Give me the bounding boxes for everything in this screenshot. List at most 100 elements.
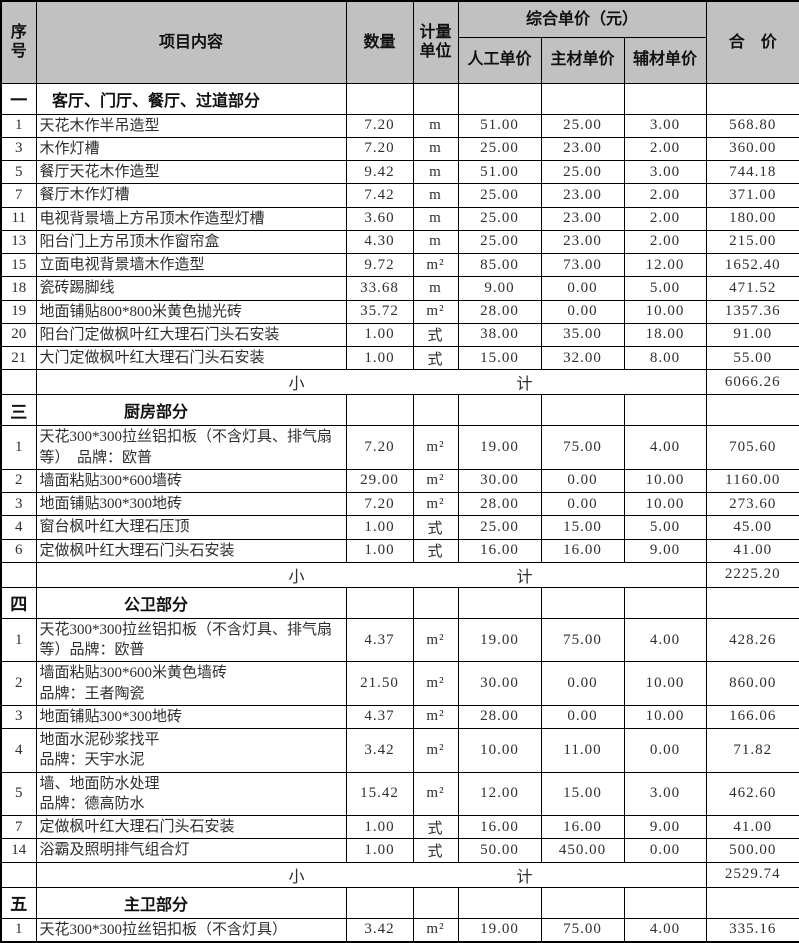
- cell-serial: 7: [0, 183, 37, 208]
- cell-qty: 21.50: [345, 661, 414, 706]
- cell-labor-price: 28.00: [457, 299, 542, 324]
- cell-unit: m: [412, 113, 459, 138]
- section-row: 五主卫部分: [0, 886, 799, 919]
- cell-qty: 15.42: [345, 771, 414, 816]
- cell-qty: 1.00: [345, 838, 414, 863]
- cell-unit: m²: [412, 468, 459, 494]
- cell-aux-price: 9.00: [623, 538, 707, 563]
- subtotal-value: 2225.20: [705, 561, 799, 588]
- col-header-qty: 数量: [345, 0, 414, 84]
- cell-content: 浴霸及照明排气组合灯: [35, 838, 347, 863]
- empty-cell: [412, 586, 459, 619]
- cell-aux-price: 5.00: [623, 276, 707, 301]
- cell-main-price: 11.00: [540, 728, 625, 773]
- cell-total: 568.80: [705, 113, 799, 138]
- cell-unit: m²: [412, 617, 459, 663]
- cell-labor-price: 25.00: [457, 515, 542, 540]
- subtotal-label-cell: 小计: [35, 561, 707, 588]
- cell-content: 阳台门上方吊顶木作窗帘盒: [35, 229, 347, 255]
- table-row: 4 窗台枫叶红大理石压顶 1.00 式 25.00 15.00 5.00 45.00: [0, 515, 799, 540]
- col-header-total: 合 价: [705, 0, 799, 84]
- cell-unit: m: [412, 159, 459, 185]
- cell-content: 天花300*300拉丝铝扣板（不含灯具）: [35, 917, 347, 943]
- cell-serial: 3: [0, 491, 37, 517]
- cell-unit: 式: [412, 345, 459, 371]
- cell-aux-price: 8.00: [623, 345, 707, 371]
- cell-serial: 2: [0, 468, 37, 494]
- section-row: 一客厅、门厅、餐厅、过道部分: [0, 82, 799, 115]
- cell-unit: m: [412, 183, 459, 208]
- cell-labor-price: 10.00: [457, 728, 542, 773]
- table-body: 一客厅、门厅、餐厅、过道部分 1 天花木作半吊造型 7.20 m 51.00 25.00 3.…: [0, 82, 799, 943]
- empty-cell: [0, 861, 37, 888]
- cell-total: 180.00: [705, 206, 799, 231]
- table-row: 5 餐厅天花木作造型 9.42 m 51.00 25.00 3.00 744.18: [0, 159, 799, 185]
- empty-cell: [345, 82, 414, 115]
- cell-qty: 7.20: [345, 113, 414, 138]
- table-row: 20 阳台门定做枫叶红大理石门头石安装 1.00 式 38.00 35.00 18.00 91…: [0, 322, 799, 348]
- section-title: 厨房部分: [35, 394, 347, 427]
- cell-total: 500.00: [705, 838, 799, 863]
- cell-content: 天花木作半吊造型: [35, 113, 347, 138]
- cell-content: 定做枫叶红大理石门头石安装: [35, 538, 347, 563]
- cell-unit: m²: [412, 491, 459, 517]
- cell-content: 餐厅木作灯槽: [35, 183, 347, 208]
- table-row: 7 定做枫叶红大理石门头石安装 1.00 式 16.00 16.00 9.00 41.00: [0, 814, 799, 840]
- cell-qty: 1.00: [345, 515, 414, 540]
- empty-cell: [412, 394, 459, 427]
- cell-aux-price: 10.00: [623, 468, 707, 494]
- table-row: 3 地面铺贴300*300地砖 7.20 m² 28.00 0.00 10.00 273.60: [0, 491, 799, 517]
- empty-cell: [457, 82, 542, 115]
- empty-cell: [705, 82, 799, 115]
- cell-qty: 9.72: [345, 252, 414, 278]
- col-header-unit: 计量 单位: [412, 0, 459, 84]
- cell-main-price: 25.00: [540, 159, 625, 185]
- cell-labor-price: 38.00: [457, 322, 542, 348]
- cell-total: 91.00: [705, 322, 799, 348]
- cell-labor-price: 85.00: [457, 252, 542, 278]
- cell-serial: 15: [0, 252, 37, 278]
- cell-qty: 9.42: [345, 159, 414, 185]
- cell-serial: 5: [0, 159, 37, 185]
- empty-cell: [0, 561, 37, 588]
- cell-total: 273.60: [705, 491, 799, 517]
- cell-total: 1160.00: [705, 468, 799, 494]
- subtotal-label-left: 小: [288, 868, 305, 886]
- empty-cell: [457, 886, 542, 919]
- section-row: 三厨房部分: [0, 394, 799, 427]
- cell-aux-price: 4.00: [623, 425, 707, 470]
- cell-aux-price: 0.00: [623, 838, 707, 863]
- table-row: 14 浴霸及照明排气组合灯 1.00 式 50.00 450.00 0.00 500.00: [0, 838, 799, 863]
- cell-labor-price: 28.00: [457, 704, 542, 730]
- cell-qty: 4.37: [345, 617, 414, 663]
- table-row: 2 墙面粘贴300*600墙砖 29.00 m² 30.00 0.00 10.00 1160.…: [0, 468, 799, 494]
- cell-qty: 7.20: [345, 136, 414, 162]
- table-row: 5 墙、地面防水处理 品牌：德高防水 15.42 m² 12.00 15.00 3.00 46…: [0, 771, 799, 816]
- table-row: 1 天花300*300拉丝铝扣板（不含灯具、排气扇等） 品牌：欧普 7.20 m² 19…: [0, 425, 799, 470]
- cell-labor-price: 50.00: [457, 838, 542, 863]
- cell-total: 471.52: [705, 276, 799, 301]
- table-row: 1 天花300*300拉丝铝扣板（不含灯具） 3.42 m² 19.00 75.00 4.0…: [0, 917, 799, 943]
- table-row: 15 立面电视背景墙木作造型 9.72 m² 85.00 73.00 12.00 1652.4…: [0, 252, 799, 278]
- empty-cell: [540, 82, 625, 115]
- cell-serial: 1: [0, 113, 37, 138]
- empty-cell: [345, 394, 414, 427]
- cell-qty: 33.68: [345, 276, 414, 301]
- empty-cell: [540, 586, 625, 619]
- cell-labor-price: 19.00: [457, 917, 542, 943]
- empty-cell: [540, 394, 625, 427]
- cell-content: 地面铺贴300*300地砖: [35, 491, 347, 517]
- empty-cell: [412, 886, 459, 919]
- cell-total: 41.00: [705, 814, 799, 840]
- cell-main-price: 0.00: [540, 704, 625, 730]
- section-row: 四公卫部分: [0, 586, 799, 619]
- cell-total: 360.00: [705, 136, 799, 162]
- cell-unit: m²: [412, 299, 459, 324]
- cell-qty: 29.00: [345, 468, 414, 494]
- col-header-main-material-price: 主材单价: [540, 36, 625, 84]
- cell-main-price: 35.00: [540, 322, 625, 348]
- col-header-serial: 序 号: [0, 0, 37, 84]
- cell-content: 木作灯槽: [35, 136, 347, 162]
- cell-main-price: 16.00: [540, 538, 625, 563]
